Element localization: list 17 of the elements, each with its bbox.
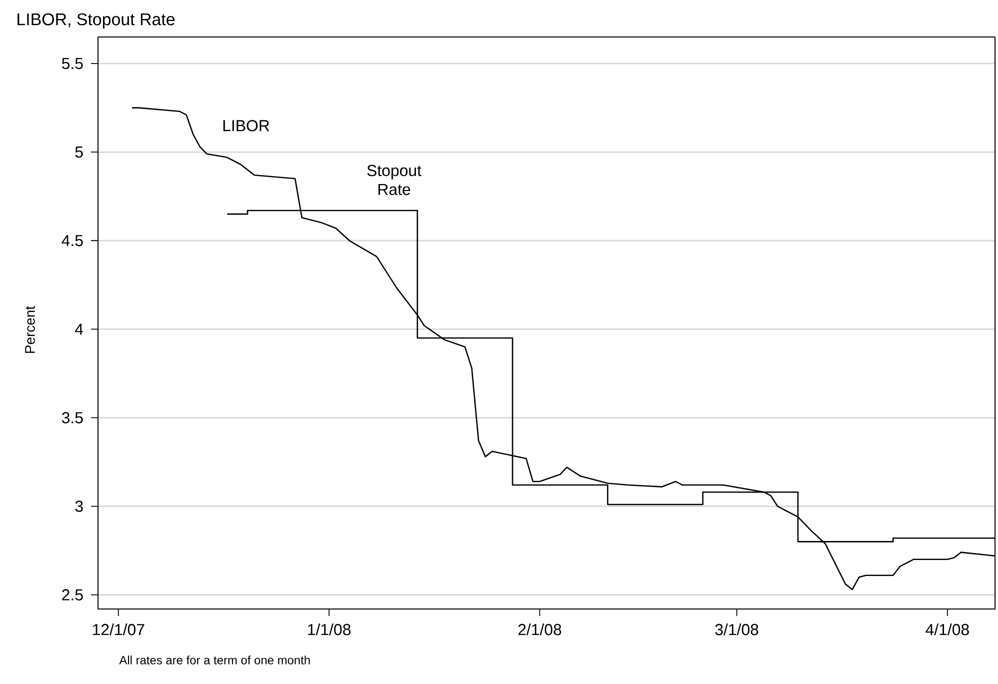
chart-title: LIBOR, Stopout Rate [18,13,175,29]
y-tick-label: 3 [75,500,83,512]
text: All rates are for a term of one month [119,656,310,664]
y-axis-title: Percent [25,306,35,353]
y-tick-label: 5 [75,146,83,158]
y-tick-label: 4 [74,324,84,335]
y-tick-label: 2.5 [62,589,83,600]
y-tick-label: 4.5 [62,235,83,246]
series-label: Stopout Rate [367,164,422,196]
x-tick-label: 4/1/08 [926,624,969,636]
x-tick-label: 12/1/07 [93,624,144,636]
x-tick-label: 2/1/08 [518,624,562,636]
y-tick-label: 3.5 [62,412,83,424]
x-tick-label: 3/1/08 [715,624,758,636]
series-label: LIBOR [223,120,270,132]
y-tick-label: 5.5 [62,58,83,70]
x-tick-label: 1/1/08 [308,624,351,636]
